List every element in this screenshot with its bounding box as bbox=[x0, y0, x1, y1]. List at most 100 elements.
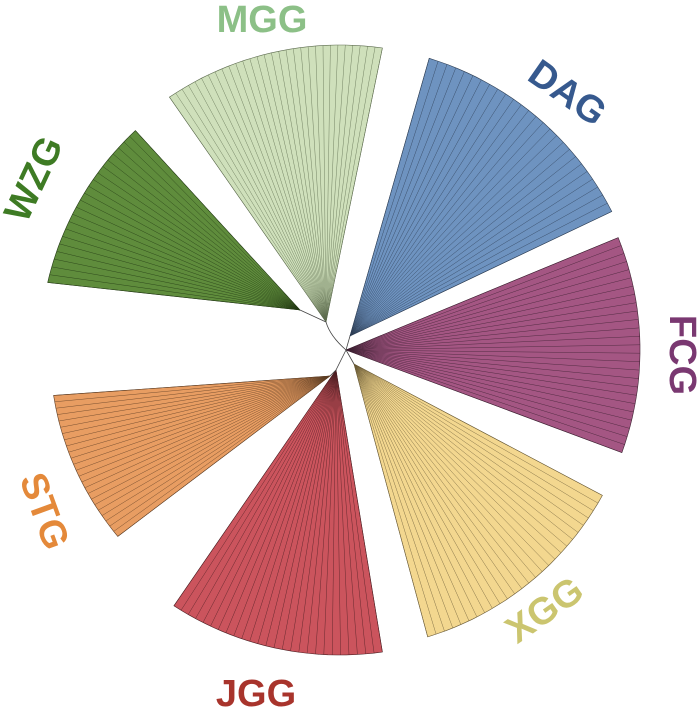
branch bbox=[129, 136, 301, 311]
branch bbox=[306, 369, 337, 654]
branch bbox=[210, 369, 337, 627]
branch bbox=[335, 369, 350, 655]
branch bbox=[56, 251, 301, 311]
branch bbox=[323, 369, 337, 655]
branch bbox=[345, 349, 640, 371]
branch bbox=[349, 211, 612, 337]
branch bbox=[345, 349, 640, 362]
branch bbox=[345, 327, 640, 351]
branch bbox=[263, 54, 327, 323]
branch bbox=[353, 363, 584, 526]
branch bbox=[84, 192, 301, 311]
branch bbox=[349, 99, 514, 337]
branch bbox=[201, 78, 327, 323]
branch bbox=[335, 369, 375, 654]
branch bbox=[73, 375, 331, 465]
branch bbox=[335, 369, 358, 655]
branch bbox=[325, 45, 331, 323]
branch bbox=[64, 375, 331, 441]
branch bbox=[214, 71, 327, 323]
branch bbox=[315, 369, 337, 655]
branch bbox=[349, 142, 564, 337]
clade-label: WZG bbox=[0, 130, 72, 228]
branch bbox=[349, 93, 507, 337]
branch bbox=[57, 375, 331, 415]
branch bbox=[353, 363, 579, 533]
clade-wedges bbox=[47, 44, 641, 656]
branch bbox=[349, 171, 588, 337]
branch bbox=[180, 369, 337, 611]
branch bbox=[68, 221, 301, 311]
branch bbox=[349, 194, 603, 337]
branch bbox=[325, 46, 368, 323]
branch bbox=[353, 363, 428, 637]
branch bbox=[105, 375, 331, 522]
branch bbox=[169, 96, 327, 323]
branch bbox=[173, 369, 337, 606]
branch bbox=[349, 104, 522, 337]
branch bbox=[349, 178, 593, 337]
branch bbox=[345, 349, 641, 354]
branch bbox=[353, 363, 589, 519]
branch bbox=[353, 363, 445, 632]
branch bbox=[349, 71, 465, 337]
root bbox=[299, 309, 355, 377]
branch bbox=[349, 84, 490, 337]
branch bbox=[109, 375, 331, 527]
branch bbox=[217, 369, 337, 630]
branch bbox=[80, 199, 301, 311]
branch bbox=[188, 85, 327, 323]
branch bbox=[353, 363, 594, 511]
branch bbox=[349, 149, 570, 337]
branch bbox=[113, 375, 331, 532]
branch bbox=[233, 369, 337, 636]
branch bbox=[298, 369, 337, 653]
branch bbox=[58, 375, 331, 422]
branch bbox=[325, 47, 383, 323]
branch bbox=[353, 363, 543, 572]
branch bbox=[345, 294, 635, 351]
branch bbox=[117, 375, 331, 537]
branch bbox=[91, 375, 331, 500]
branch bbox=[47, 282, 301, 311]
branch bbox=[353, 363, 508, 600]
branch bbox=[135, 130, 301, 311]
branch bbox=[322, 45, 327, 323]
branch bbox=[349, 75, 474, 337]
branch bbox=[59, 243, 301, 311]
branch bbox=[345, 310, 638, 351]
branch bbox=[345, 349, 630, 429]
branch bbox=[353, 363, 549, 566]
branch bbox=[353, 363, 573, 540]
branch bbox=[194, 81, 327, 323]
branch bbox=[265, 369, 337, 646]
branch bbox=[325, 46, 376, 323]
branch bbox=[345, 349, 632, 421]
branch bbox=[175, 92, 327, 323]
branch bbox=[353, 363, 485, 613]
branch bbox=[345, 336, 640, 351]
branch bbox=[353, 363, 437, 635]
branch bbox=[123, 141, 301, 311]
branch bbox=[273, 369, 337, 648]
branch bbox=[88, 185, 301, 311]
branch bbox=[335, 369, 367, 654]
branch bbox=[242, 60, 327, 323]
branch bbox=[353, 363, 556, 560]
branch bbox=[49, 274, 301, 311]
branch bbox=[307, 46, 327, 323]
branch bbox=[345, 349, 622, 453]
branch bbox=[112, 153, 301, 311]
branch bbox=[349, 128, 551, 337]
branch bbox=[118, 147, 301, 311]
branch bbox=[345, 261, 627, 351]
branch bbox=[300, 47, 327, 323]
branch bbox=[349, 61, 439, 337]
branch bbox=[62, 375, 331, 434]
branch bbox=[345, 269, 630, 351]
branch bbox=[278, 51, 327, 323]
branch bbox=[98, 375, 331, 511]
branch bbox=[331, 369, 337, 655]
branch bbox=[235, 63, 327, 323]
